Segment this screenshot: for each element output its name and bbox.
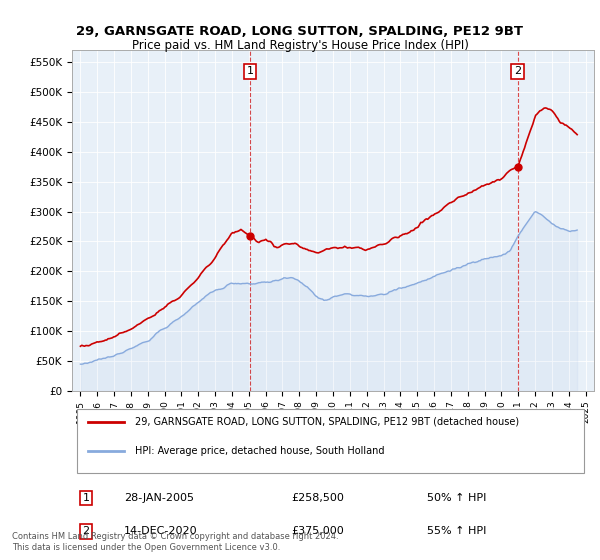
Text: Price paid vs. HM Land Registry's House Price Index (HPI): Price paid vs. HM Land Registry's House … bbox=[131, 39, 469, 52]
Text: HPI: Average price, detached house, South Holland: HPI: Average price, detached house, Sout… bbox=[134, 446, 384, 456]
Text: Contains HM Land Registry data © Crown copyright and database right 2024.
This d: Contains HM Land Registry data © Crown c… bbox=[12, 532, 338, 552]
Text: 55% ↑ HPI: 55% ↑ HPI bbox=[427, 526, 487, 536]
Text: 2: 2 bbox=[514, 66, 521, 76]
Text: 1: 1 bbox=[82, 493, 89, 503]
Text: 29, GARNSGATE ROAD, LONG SUTTON, SPALDING, PE12 9BT (detached house): 29, GARNSGATE ROAD, LONG SUTTON, SPALDIN… bbox=[134, 417, 519, 427]
Text: 50% ↑ HPI: 50% ↑ HPI bbox=[427, 493, 487, 503]
Text: £258,500: £258,500 bbox=[291, 493, 344, 503]
Text: 2: 2 bbox=[82, 526, 89, 536]
Text: 1: 1 bbox=[247, 66, 254, 76]
Text: 14-DEC-2020: 14-DEC-2020 bbox=[124, 526, 198, 536]
Text: £375,000: £375,000 bbox=[291, 526, 344, 536]
FancyBboxPatch shape bbox=[77, 409, 584, 473]
Text: 28-JAN-2005: 28-JAN-2005 bbox=[124, 493, 194, 503]
Text: 29, GARNSGATE ROAD, LONG SUTTON, SPALDING, PE12 9BT: 29, GARNSGATE ROAD, LONG SUTTON, SPALDIN… bbox=[77, 25, 523, 38]
